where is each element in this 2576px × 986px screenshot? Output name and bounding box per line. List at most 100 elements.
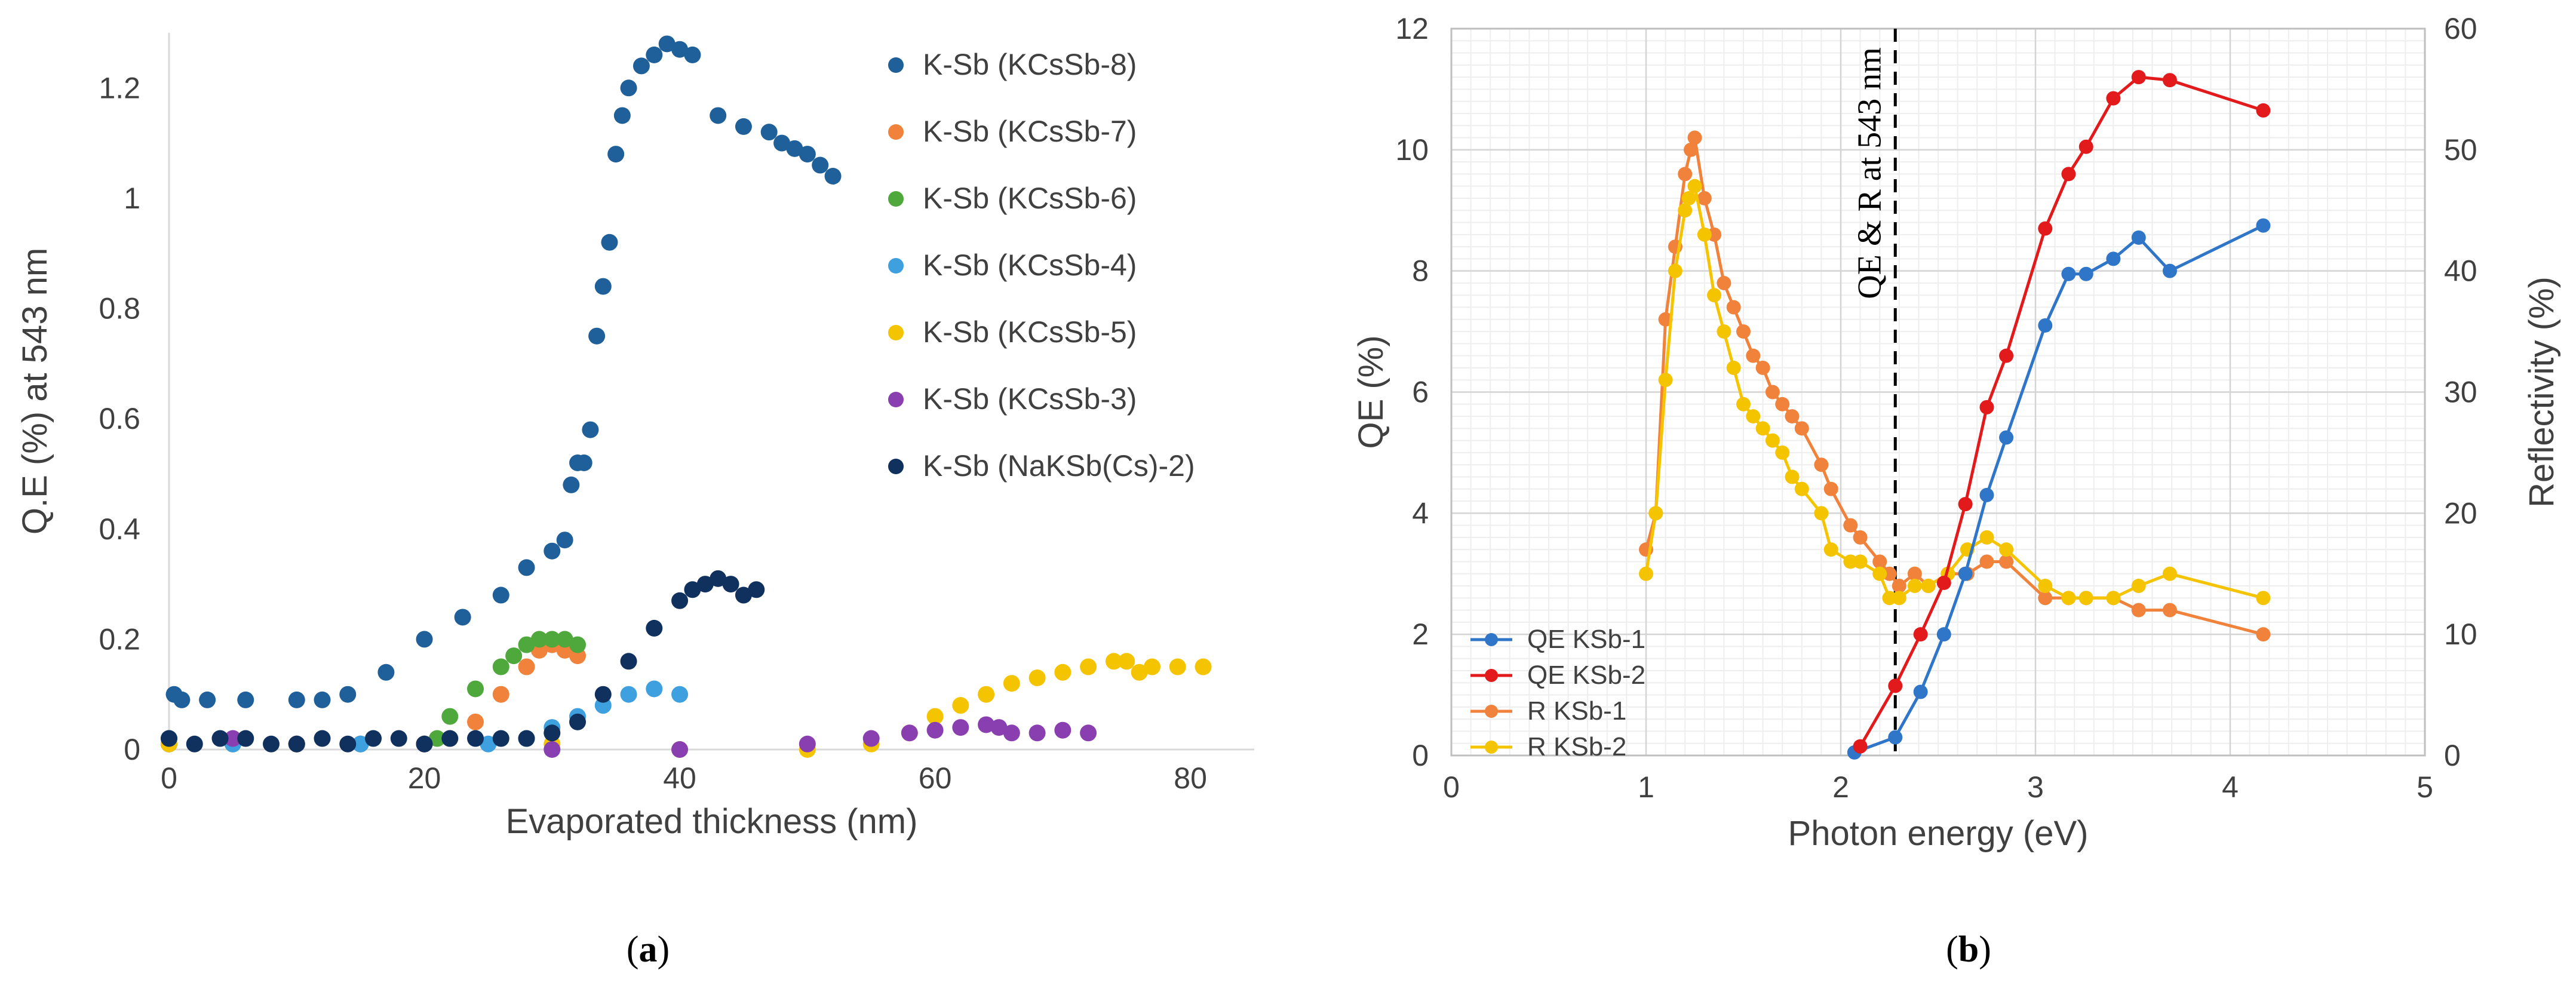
a-data-point <box>454 609 471 626</box>
a-data-point <box>952 719 969 736</box>
a-data-point <box>710 107 727 124</box>
b-data-point <box>1658 312 1673 327</box>
a-data-point <box>658 35 676 53</box>
b-data-point <box>1999 542 2014 557</box>
b-data-point <box>1913 627 1928 642</box>
a-data-point <box>441 708 459 725</box>
b-data-point <box>1736 397 1751 411</box>
a-data-point <box>1080 724 1097 742</box>
a-data-point <box>1118 653 1135 670</box>
a-data-point <box>1054 721 1071 739</box>
a-y-axis-title: Q.E (%) at 543 nm <box>16 248 54 535</box>
b-data-point <box>1979 487 1994 502</box>
a-legend-label: K-Sb (KCsSb-6) <box>923 182 1137 215</box>
b-data-point <box>2038 579 2053 594</box>
b-legend-marker <box>1485 669 1498 682</box>
a-data-point <box>428 730 446 747</box>
a-x-tick-label: 20 <box>408 761 441 795</box>
b-data-point <box>2038 221 2053 236</box>
a-data-point <box>824 168 842 185</box>
a-data-point <box>1080 658 1097 675</box>
a-data-point <box>518 730 535 747</box>
b-y2-tick-label: 20 <box>2444 496 2477 530</box>
b-data-point <box>2131 579 2146 594</box>
a-data-point <box>288 691 305 708</box>
a-x-axis-title: Evaporated thickness (nm) <box>506 802 918 841</box>
a-data-point <box>224 730 241 747</box>
a-data-point <box>173 691 191 708</box>
a-data-point <box>1169 658 1186 675</box>
a-legend-marker <box>888 258 904 274</box>
b-data-point <box>1717 275 1731 290</box>
b-data-point <box>1726 360 1741 375</box>
a-data-point <box>786 140 803 157</box>
b-data-point <box>1843 518 1858 533</box>
b-data-point <box>1979 554 1994 569</box>
a-data-point <box>582 421 599 438</box>
a-legend-marker <box>888 325 904 340</box>
a-data-point <box>799 735 816 752</box>
a-data-point <box>1054 664 1071 681</box>
a-data-point <box>633 57 650 75</box>
b-data-point <box>1717 324 1731 339</box>
a-data-point <box>416 735 433 752</box>
b-data-point <box>1681 191 1696 205</box>
a-legend-marker <box>888 392 904 407</box>
b-data-point <box>2162 73 2177 88</box>
a-data-point <box>211 730 229 747</box>
a-data-point <box>684 46 701 63</box>
b-data-point <box>1853 739 1868 754</box>
a-data-point <box>518 658 535 675</box>
a-data-point <box>288 735 305 752</box>
b-data-point <box>1892 579 1906 594</box>
b-data-point <box>2038 591 2053 606</box>
b-data-point <box>2162 603 2177 618</box>
a-legend-label: K-Sb (KCsSb-4) <box>923 248 1137 282</box>
b-data-point <box>1658 373 1673 388</box>
b-data-point <box>1726 300 1741 315</box>
b-data-point <box>1872 554 1887 569</box>
b-y2-tick-label: 40 <box>2444 254 2477 288</box>
a-data-point <box>735 586 752 604</box>
b-data-point <box>2131 70 2146 85</box>
b-legend-label: R KSb-2 <box>1527 732 1626 761</box>
b-data-point <box>1775 445 1790 460</box>
b-data-point <box>1958 566 1973 581</box>
a-data-point <box>492 730 509 747</box>
b-legend-label: R KSb-1 <box>1527 696 1626 726</box>
a-data-point <box>620 79 637 97</box>
b-y2-tick-label: 10 <box>2444 618 2477 651</box>
b-y-tick-label: 6 <box>1412 376 1429 409</box>
a-data-point <box>467 730 484 747</box>
b-data-point <box>1687 179 1702 193</box>
a-legend-marker <box>888 124 904 140</box>
a-data-point <box>607 146 625 163</box>
b-y-tick-label: 0 <box>1412 739 1429 772</box>
a-data-point <box>671 41 689 58</box>
a-data-point <box>812 156 829 174</box>
b-data-point <box>1794 481 1809 496</box>
b-data-point <box>2078 591 2093 606</box>
a-data-point <box>492 658 509 675</box>
a-y-tick-label: 0.8 <box>99 292 140 325</box>
b-data-point <box>1913 684 1928 699</box>
a-data-point <box>1195 658 1212 675</box>
b-legend-marker <box>1485 705 1498 718</box>
b-series-r-ksb-2 <box>1639 179 2271 606</box>
b-data-point <box>2106 91 2121 106</box>
b-y-tick-label: 8 <box>1412 254 1429 288</box>
b-x-tick-label: 1 <box>1638 770 1654 804</box>
a-data-point <box>990 719 1008 736</box>
a-data-point <box>1131 664 1148 681</box>
b-legend-marker <box>1485 741 1498 754</box>
b-543nm-marker-label: QE & R at 543 nm <box>1851 47 1888 299</box>
b-data-point <box>1907 566 1922 581</box>
a-data-point <box>594 278 612 295</box>
a-data-point <box>556 631 573 648</box>
a-data-point <box>569 713 587 730</box>
a-data-point <box>735 118 752 135</box>
b-x-tick-label: 0 <box>1443 770 1460 804</box>
a-data-point <box>696 576 714 593</box>
